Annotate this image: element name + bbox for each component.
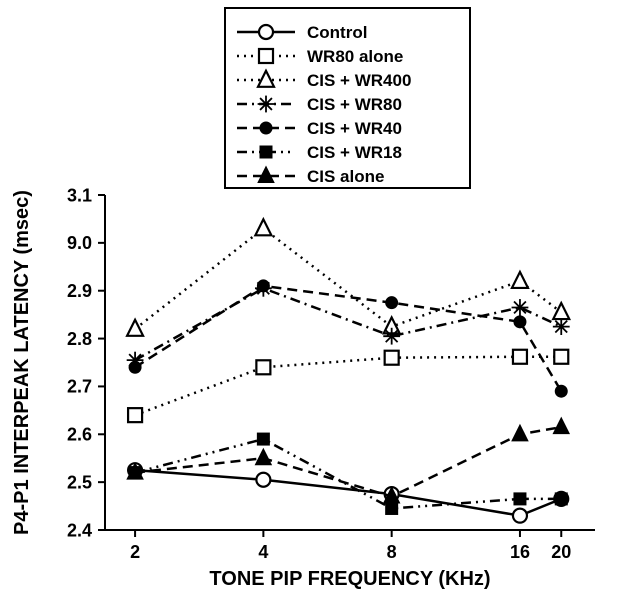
- legend-label: CIS + WR80: [307, 95, 402, 114]
- series-line: [135, 288, 561, 360]
- marker: [129, 361, 141, 373]
- marker: [512, 272, 528, 288]
- marker: [257, 280, 269, 292]
- series-cis_wr80: [127, 280, 570, 369]
- marker: [260, 146, 272, 158]
- y-tick-label: 2.7: [67, 377, 92, 397]
- x-axis-label: TONE PIP FREQUENCY (KHz): [209, 568, 490, 590]
- y-tick-label: 2.5: [67, 472, 92, 492]
- series-line: [135, 229, 561, 330]
- y-tick-label: 9.0: [67, 233, 92, 253]
- marker: [257, 433, 269, 445]
- marker: [255, 219, 271, 235]
- series-group: [127, 219, 570, 522]
- series-wr80_alone: [128, 350, 568, 422]
- legend: Control WR80 alone CIS + WR400 CIS + WR80 CI…: [225, 8, 470, 188]
- legend-label: CIS + WR40: [307, 119, 402, 138]
- series-control: [128, 463, 568, 522]
- marker: [259, 49, 273, 63]
- chart-svg: 2 4 8 16 20 2.4 2.5 2.6 2.7 2.8 2.9 9.0 3.1 TONE PIP …: [0, 0, 635, 600]
- series-line: [135, 427, 561, 496]
- chart-container: 2 4 8 16 20 2.4 2.5 2.6 2.7 2.8 2.9 9.0 3.1 TONE PIP …: [0, 0, 635, 600]
- marker: [513, 426, 527, 440]
- series-line: [135, 470, 561, 515]
- x-tick-label: 16: [510, 542, 530, 562]
- marker: [513, 509, 527, 523]
- series-line: [135, 286, 561, 391]
- legend-label: CIS + WR400: [307, 71, 411, 90]
- marker: [555, 493, 567, 505]
- marker: [258, 96, 275, 113]
- legend-item: WR80 alone: [237, 47, 403, 66]
- marker: [553, 318, 570, 335]
- marker: [555, 385, 567, 397]
- marker: [256, 473, 270, 487]
- marker: [386, 502, 398, 514]
- series-line: [135, 357, 561, 415]
- legend-label: WR80 alone: [307, 47, 403, 66]
- marker: [260, 122, 272, 134]
- marker: [128, 408, 142, 422]
- marker: [256, 360, 270, 374]
- x-tick-label: 2: [130, 542, 140, 562]
- marker: [553, 303, 569, 319]
- marker: [512, 299, 529, 316]
- x-tick-label: 4: [258, 542, 268, 562]
- marker: [259, 25, 273, 39]
- legend-label: Control: [307, 23, 367, 42]
- y-tick-label: 3.1: [67, 185, 92, 205]
- y-tick-label: 2.4: [67, 520, 92, 540]
- marker: [513, 350, 527, 364]
- x-tick-label: 8: [387, 542, 397, 562]
- marker: [386, 297, 398, 309]
- marker: [514, 493, 526, 505]
- y-axis-label: P4-P1 INTERPEAK LATENCY (msec): [11, 190, 33, 535]
- marker: [554, 419, 568, 433]
- marker: [554, 350, 568, 364]
- axes: 2 4 8 16 20 2.4 2.5 2.6 2.7 2.8 2.9 9.0 3.1 TONE PIP …: [11, 185, 595, 590]
- y-tick-label: 2.9: [67, 281, 92, 301]
- y-tick-label: 2.8: [67, 329, 92, 349]
- x-tick-label: 20: [551, 542, 571, 562]
- y-tick-label: 2.6: [67, 425, 92, 445]
- legend-label: CIS alone: [307, 167, 384, 186]
- legend-label: CIS + WR18: [307, 143, 402, 162]
- marker: [385, 351, 399, 365]
- marker: [514, 316, 526, 328]
- marker: [127, 320, 143, 336]
- marker: [256, 450, 270, 464]
- marker: [383, 328, 400, 345]
- series-cis_wr40: [129, 280, 567, 397]
